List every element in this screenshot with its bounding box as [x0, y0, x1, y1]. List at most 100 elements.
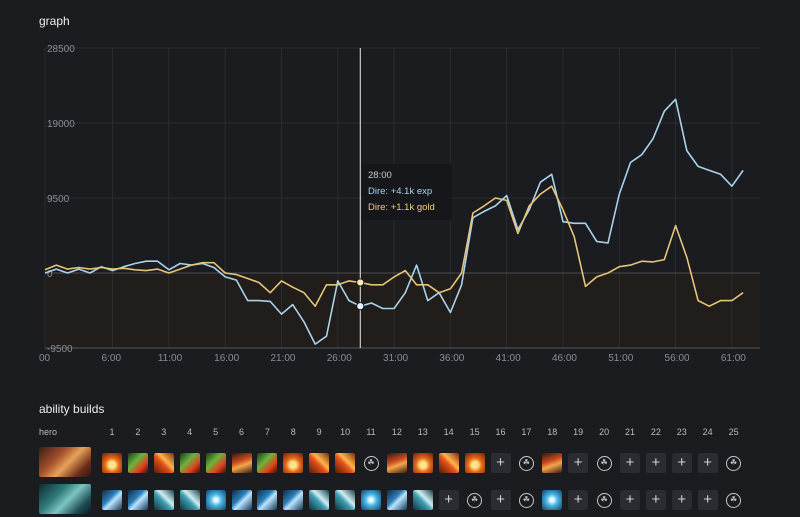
talent-tree-icon[interactable]: ☘ — [465, 490, 485, 510]
plus-icon[interactable]: + — [438, 490, 459, 510]
plus-icon[interactable]: + — [568, 490, 589, 510]
ability-icon-e[interactable] — [205, 490, 226, 510]
ability-icon-f[interactable] — [257, 490, 278, 510]
y-tick-label: 9500 — [47, 194, 70, 205]
ability-icon-b[interactable] — [179, 453, 200, 473]
y-tick-label: 28500 — [47, 44, 75, 55]
chart-tooltip: 28:00 Dire: +4.1k exp Dire: +1.1k gold — [362, 164, 452, 220]
level-header: 23 — [676, 427, 687, 437]
ability-icon-f[interactable] — [102, 490, 122, 510]
plus-icon[interactable]: + — [620, 453, 640, 473]
level-header: 20 — [599, 427, 610, 437]
ability-icon-d[interactable] — [386, 453, 407, 473]
ability-icon-b[interactable] — [127, 453, 148, 473]
hero-column-header: hero — [39, 427, 58, 437]
ability-icon-g[interactable] — [309, 490, 330, 510]
x-tick-label: 61:00 — [721, 353, 746, 364]
plus-icon[interactable]: + — [645, 490, 666, 510]
ability-icon-f[interactable] — [127, 490, 148, 510]
x-tick-label: 11:00 — [158, 353, 183, 364]
ability-icon-f[interactable] — [231, 490, 252, 510]
level-header: 24 — [702, 427, 713, 437]
talent-ring-icon: ☘ — [726, 492, 742, 508]
plus-icon[interactable]: + — [645, 453, 666, 473]
talent-tree-icon[interactable]: ☘ — [724, 453, 744, 473]
ability-icon-c[interactable] — [309, 453, 330, 473]
plus-icon[interactable]: + — [671, 490, 692, 510]
ability-icon-g[interactable] — [179, 490, 200, 510]
x-tick-label: 56:00 — [665, 353, 690, 364]
level-header: 11 — [366, 427, 376, 437]
y-tick-label: 0 — [47, 269, 53, 280]
plus-icon[interactable]: + — [697, 490, 718, 510]
talent-tree-icon[interactable]: ☘ — [594, 490, 614, 510]
level-header: 5 — [213, 427, 219, 437]
plus-icon[interactable]: + — [697, 453, 718, 473]
x-tick-label: 31:00 — [383, 353, 408, 364]
series-line-exp — [44, 98, 744, 345]
ability-icon-f[interactable] — [283, 490, 304, 510]
ability-icon-b[interactable] — [205, 453, 226, 473]
talent-tree-icon[interactable]: ☘ — [594, 453, 614, 473]
plus-icon[interactable]: + — [671, 453, 692, 473]
talent-ring-icon: ☘ — [467, 492, 483, 508]
talent-ring-icon: ☘ — [596, 492, 612, 508]
level-header: 14 — [443, 427, 454, 437]
ability-icon-f[interactable] — [386, 490, 407, 510]
tooltip-exp: Dire: +4.1k exp — [368, 186, 433, 197]
ability-icon-c[interactable] — [438, 453, 459, 473]
level-header: 13 — [417, 427, 428, 437]
plus-icon[interactable]: + — [490, 453, 511, 473]
graph-section-title: graph — [39, 14, 70, 28]
ability-icon-a[interactable] — [464, 453, 485, 473]
ability-icon-a[interactable] — [412, 453, 433, 473]
x-tick-label: 36:00 — [439, 353, 464, 364]
dire-region — [45, 273, 760, 348]
x-tick-label: 21:00 — [270, 353, 295, 364]
ability-icon-e[interactable] — [361, 490, 381, 510]
talent-ring-icon: ☘ — [518, 455, 534, 471]
talent-tree-icon[interactable]: ☘ — [516, 490, 536, 510]
y-tick-label: -9500 — [47, 344, 73, 355]
talent-ring-icon: ☘ — [726, 455, 742, 471]
ability-icon-b[interactable] — [257, 453, 278, 473]
x-tick-label: 41:00 — [496, 353, 521, 364]
level-header: 10 — [340, 427, 351, 437]
level-header: 8 — [290, 427, 296, 437]
ability-icon-a[interactable] — [283, 453, 304, 473]
level-header: 7 — [264, 427, 270, 437]
ability-builds-header: hero 1 2 3 4 5 6 7 8 9 10 11 12 13 14 15 16 17 18 19 20 21 22 2… — [0, 427, 800, 441]
level-header: 16 — [495, 427, 506, 437]
ability-icon-g[interactable] — [412, 490, 433, 510]
tooltip-time: 28:00 — [368, 170, 392, 181]
level-header: 15 — [469, 427, 480, 437]
talent-ring-icon: ☘ — [596, 455, 612, 471]
ability-icon-g[interactable] — [153, 490, 174, 510]
ability-icon-c[interactable] — [153, 453, 174, 473]
x-tick-label: 00 — [39, 353, 51, 364]
level-header: 9 — [316, 427, 322, 437]
level-header: 1 — [109, 427, 115, 437]
hero-build-row: ☘ + ☘ + ☘ + + + + ☘ — [0, 447, 800, 477]
plus-icon[interactable]: + — [568, 453, 589, 473]
x-tick-label: 6:00 — [102, 353, 122, 364]
hero-portrait-warrior[interactable] — [39, 447, 91, 477]
talent-tree-icon[interactable]: ☘ — [724, 490, 744, 510]
level-header: 3 — [161, 427, 167, 437]
ability-icon-a[interactable] — [102, 453, 122, 473]
hero-portrait-mage[interactable] — [39, 484, 91, 514]
talent-tree-icon[interactable]: ☘ — [516, 453, 536, 473]
level-header: 12 — [391, 427, 402, 437]
talent-ring-icon: ☘ — [518, 492, 534, 508]
ability-icon-d[interactable] — [231, 453, 252, 473]
ability-icon-d[interactable] — [542, 453, 563, 473]
cursor-marker-exp — [356, 302, 365, 311]
plus-icon[interactable]: + — [620, 490, 640, 510]
talent-tree-icon[interactable]: ☘ — [361, 453, 381, 473]
ability-icon-g[interactable] — [335, 490, 356, 510]
plus-icon[interactable]: + — [490, 490, 511, 510]
ability-icon-e[interactable] — [542, 490, 563, 510]
level-header: 22 — [650, 427, 661, 437]
ability-icon-c[interactable] — [335, 453, 356, 473]
